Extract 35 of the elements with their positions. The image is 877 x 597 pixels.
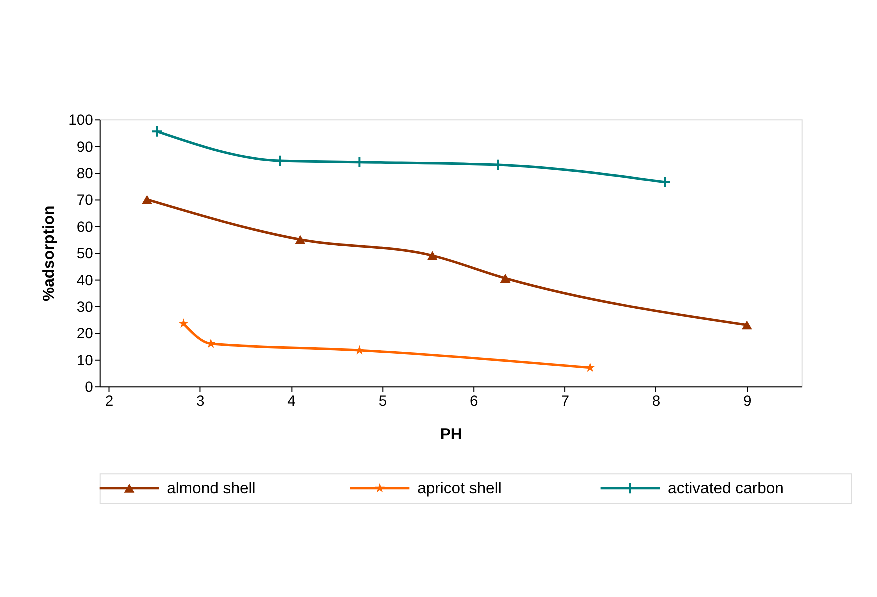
y-tick-label: 80	[76, 166, 94, 182]
point	[742, 320, 752, 330]
y-tick-label: 0	[85, 380, 94, 396]
x-tick-label: 4	[288, 394, 296, 410]
y-axis-title: %adsorption	[40, 206, 58, 302]
point	[142, 195, 152, 204]
point	[500, 274, 511, 283]
x-tick-label: 7	[561, 394, 570, 410]
y-tick-label: 100	[68, 113, 94, 130]
x-tick-label: 6	[470, 394, 478, 410]
point	[178, 318, 189, 328]
y-tick-label: 20	[76, 326, 94, 343]
point	[585, 362, 596, 372]
point	[427, 251, 438, 260]
point	[151, 125, 164, 138]
x-tick-label: 9	[744, 394, 752, 410]
x-axis-title: PH	[440, 426, 462, 444]
legend-label: apricot shell	[418, 480, 502, 498]
x-tick-label: 8	[652, 394, 661, 410]
y-tick-label: 60	[76, 220, 94, 236]
legend-label: almond shell	[167, 480, 256, 498]
point	[295, 235, 306, 244]
x-tick-label: 2	[105, 394, 114, 410]
y-tick-label: 30	[76, 300, 94, 316]
x-tick-label: 5	[378, 394, 388, 410]
x-tick-label: 3	[196, 394, 205, 410]
y-tick-label: 90	[76, 140, 94, 156]
point	[354, 156, 366, 169]
y-tick-label: 40	[76, 273, 94, 290]
y-tick-label: 10	[76, 353, 94, 370]
legend-label: activated carbon	[668, 480, 784, 498]
point	[354, 345, 365, 355]
point	[658, 176, 672, 189]
y-tick-label: 70	[76, 193, 94, 210]
y-tick-label: 50	[76, 246, 94, 263]
